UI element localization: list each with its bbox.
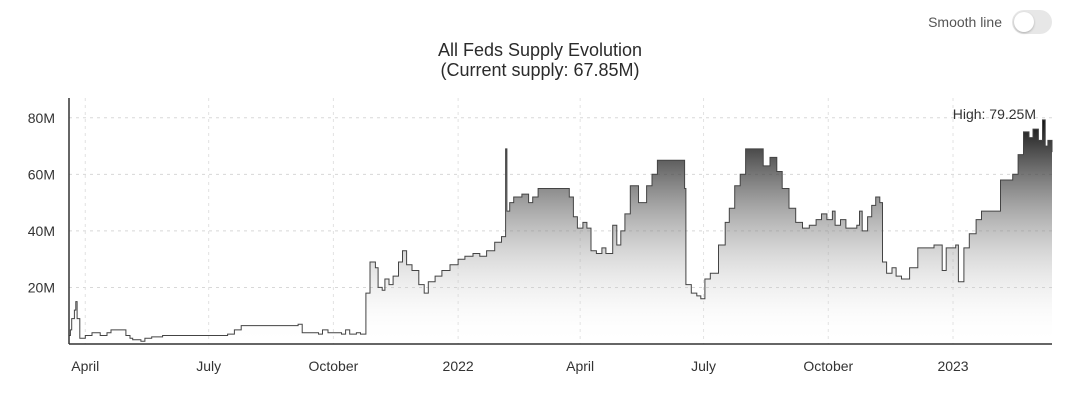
axes	[68, 98, 1052, 345]
x-tick-label: April	[71, 358, 99, 374]
smooth-line-control: Smooth line	[928, 10, 1052, 34]
x-tick-label: October	[308, 358, 358, 374]
chart-title-line2: (Current supply: 67.85M)	[440, 60, 640, 80]
x-tick-label: October	[803, 358, 853, 374]
y-tick-label: 40M	[28, 223, 55, 239]
x-tick-label: July	[196, 358, 221, 374]
chart-title-line1: All Feds Supply Evolution	[437, 40, 643, 60]
smooth-line-label: Smooth line	[928, 14, 1002, 30]
x-tick-label: July	[691, 358, 716, 374]
chart-title: All Feds Supply Evolution (Current suppl…	[0, 40, 1080, 80]
x-tick-label: 2023	[937, 358, 968, 374]
y-tick-label: 60M	[28, 166, 55, 182]
tick-labels: 20M 40M 60M 80M April July October 2022 April Jul…	[28, 106, 1036, 374]
toggle-knob	[1014, 12, 1034, 32]
supply-area-fill	[69, 119, 1052, 345]
smooth-line-toggle[interactable]	[1012, 10, 1052, 34]
series-area	[69, 119, 1053, 345]
y-tick-label: 20M	[28, 279, 55, 295]
y-tick-label: 80M	[28, 110, 55, 126]
high-annotation: High: 79.25M	[953, 106, 1036, 122]
x-tick-label: April	[566, 358, 594, 374]
x-tick-label: 2022	[443, 358, 474, 374]
supply-line	[69, 119, 1053, 342]
